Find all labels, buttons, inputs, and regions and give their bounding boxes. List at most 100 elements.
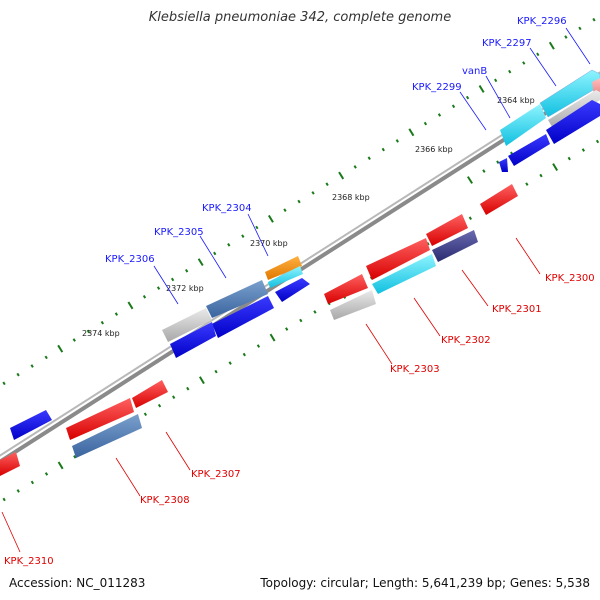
- gene-feature[interactable]: [548, 90, 600, 130]
- axis-tick: [494, 78, 498, 83]
- gene-label[interactable]: KPK_2308: [140, 495, 190, 506]
- gene-label[interactable]: KPK_2301: [492, 304, 542, 315]
- axis-tick: [468, 216, 472, 221]
- axis-label-2370: 2370 kbp: [250, 239, 288, 248]
- gene-feature[interactable]: [508, 134, 550, 166]
- axis-tick: [381, 147, 385, 152]
- axis-tick: [552, 163, 559, 172]
- axis-tick: [592, 17, 596, 22]
- axis-tick: [451, 104, 456, 109]
- axis-tick: [157, 403, 162, 408]
- axis-tick: [72, 338, 76, 342]
- axis-tick: [595, 139, 600, 144]
- axis-tick: [423, 121, 428, 126]
- axis-tick: [508, 69, 512, 74]
- gene-feature[interactable]: [480, 184, 518, 215]
- gene-feature[interactable]: [426, 214, 468, 246]
- axis-tick: [408, 128, 415, 137]
- axis-tick: [142, 294, 147, 299]
- axis-tick: [467, 176, 473, 184]
- gene-feature[interactable]: [324, 274, 368, 304]
- axis-tick: [156, 286, 161, 290]
- axis-tick: [44, 472, 49, 476]
- gene-label[interactable]: KPK_2299: [412, 82, 462, 93]
- gene-feature[interactable]: [539, 69, 600, 118]
- summary-text: Topology: circular; Length: 5,641,239 bp…: [260, 576, 590, 590]
- axis-tick: [299, 318, 303, 323]
- axis-tick: [338, 171, 345, 180]
- axis-tick: [44, 355, 48, 360]
- axis-label-2368: 2368 kbp: [332, 193, 370, 202]
- axis-tick: [30, 480, 35, 485]
- axis-tick: [73, 455, 77, 459]
- axis-tick: [437, 113, 442, 117]
- axis-tick: [185, 268, 189, 273]
- axis-tick: [2, 497, 6, 502]
- axis-tick: [213, 251, 217, 256]
- axis-tick: [297, 199, 301, 204]
- axis-tick: [313, 310, 317, 314]
- gene-feature[interactable]: [546, 100, 600, 144]
- gene-label[interactable]: KPK_2300: [545, 273, 595, 284]
- gene-feature[interactable]: [275, 278, 310, 302]
- gene-feature[interactable]: [170, 322, 216, 358]
- gene-label[interactable]: vanB: [462, 66, 487, 77]
- gene-label[interactable]: KPK_2302: [441, 335, 491, 346]
- accession-text: Accession: NC_011283: [9, 576, 146, 590]
- gene-feature[interactable]: [72, 414, 142, 458]
- gene-feature[interactable]: [500, 104, 546, 146]
- gene-feature[interactable]: [265, 256, 302, 280]
- gene-label[interactable]: KPK_2310: [4, 556, 54, 567]
- axis-tick: [227, 243, 231, 247]
- gene-feature[interactable]: [212, 296, 274, 338]
- axis-tick: [536, 52, 540, 57]
- axis-tick: [564, 35, 568, 39]
- axis-tick: [496, 160, 500, 165]
- axis-tick: [170, 277, 175, 282]
- gene-feature[interactable]: [432, 230, 478, 262]
- axis-tick: [548, 41, 555, 50]
- axis-tick: [16, 489, 20, 493]
- axis-label-2372: 2372 kbp: [166, 284, 204, 293]
- gene-label[interactable]: KPK_2305: [154, 227, 204, 238]
- axis-tick: [228, 361, 232, 365]
- axis-tick: [482, 169, 486, 173]
- gene-label[interactable]: KPK_2306: [105, 254, 155, 265]
- axis-tick: [30, 364, 34, 368]
- axis-tick: [581, 148, 586, 152]
- axis-tick: [255, 225, 259, 230]
- axis-tick: [267, 214, 274, 223]
- gene-feature[interactable]: [10, 410, 52, 440]
- axis-label-2366: 2366 kbp: [415, 145, 453, 154]
- gene-label[interactable]: KPK_2296: [517, 16, 567, 27]
- gene-label[interactable]: KPK_2307: [191, 469, 241, 480]
- axis-tick: [186, 386, 190, 391]
- gene-feature[interactable]: [330, 290, 376, 320]
- axis-tick: [86, 329, 90, 334]
- gene-feature[interactable]: [132, 380, 168, 408]
- axis-tick: [172, 395, 176, 399]
- gene-label[interactable]: KPK_2303: [390, 364, 440, 375]
- map-title: Klebsiella pneumoniae 342, complete geno…: [148, 10, 452, 25]
- gene-feature[interactable]: [372, 254, 436, 294]
- axis-tick: [16, 372, 20, 377]
- gene-feature[interactable]: [0, 452, 20, 476]
- gene-feature[interactable]: [499, 158, 508, 172]
- gene-feature[interactable]: [268, 266, 303, 288]
- axis-tick: [283, 208, 287, 212]
- axis-tick: [522, 61, 526, 65]
- gene-feature[interactable]: [366, 238, 430, 280]
- leader-lines: [1, 27, 591, 553]
- gene-label[interactable]: KPK_2297: [482, 38, 532, 49]
- axis-tick: [367, 156, 371, 161]
- axis-tick: [395, 139, 399, 143]
- axis-tick: [57, 461, 64, 470]
- axis-tick: [100, 320, 105, 325]
- gene-feature[interactable]: [162, 308, 212, 342]
- gene-feature[interactable]: [206, 280, 268, 318]
- axis-tick: [198, 376, 205, 385]
- gene-feature[interactable]: [66, 398, 134, 440]
- axis-tick: [143, 412, 148, 417]
- gene-label[interactable]: KPK_2304: [202, 203, 252, 214]
